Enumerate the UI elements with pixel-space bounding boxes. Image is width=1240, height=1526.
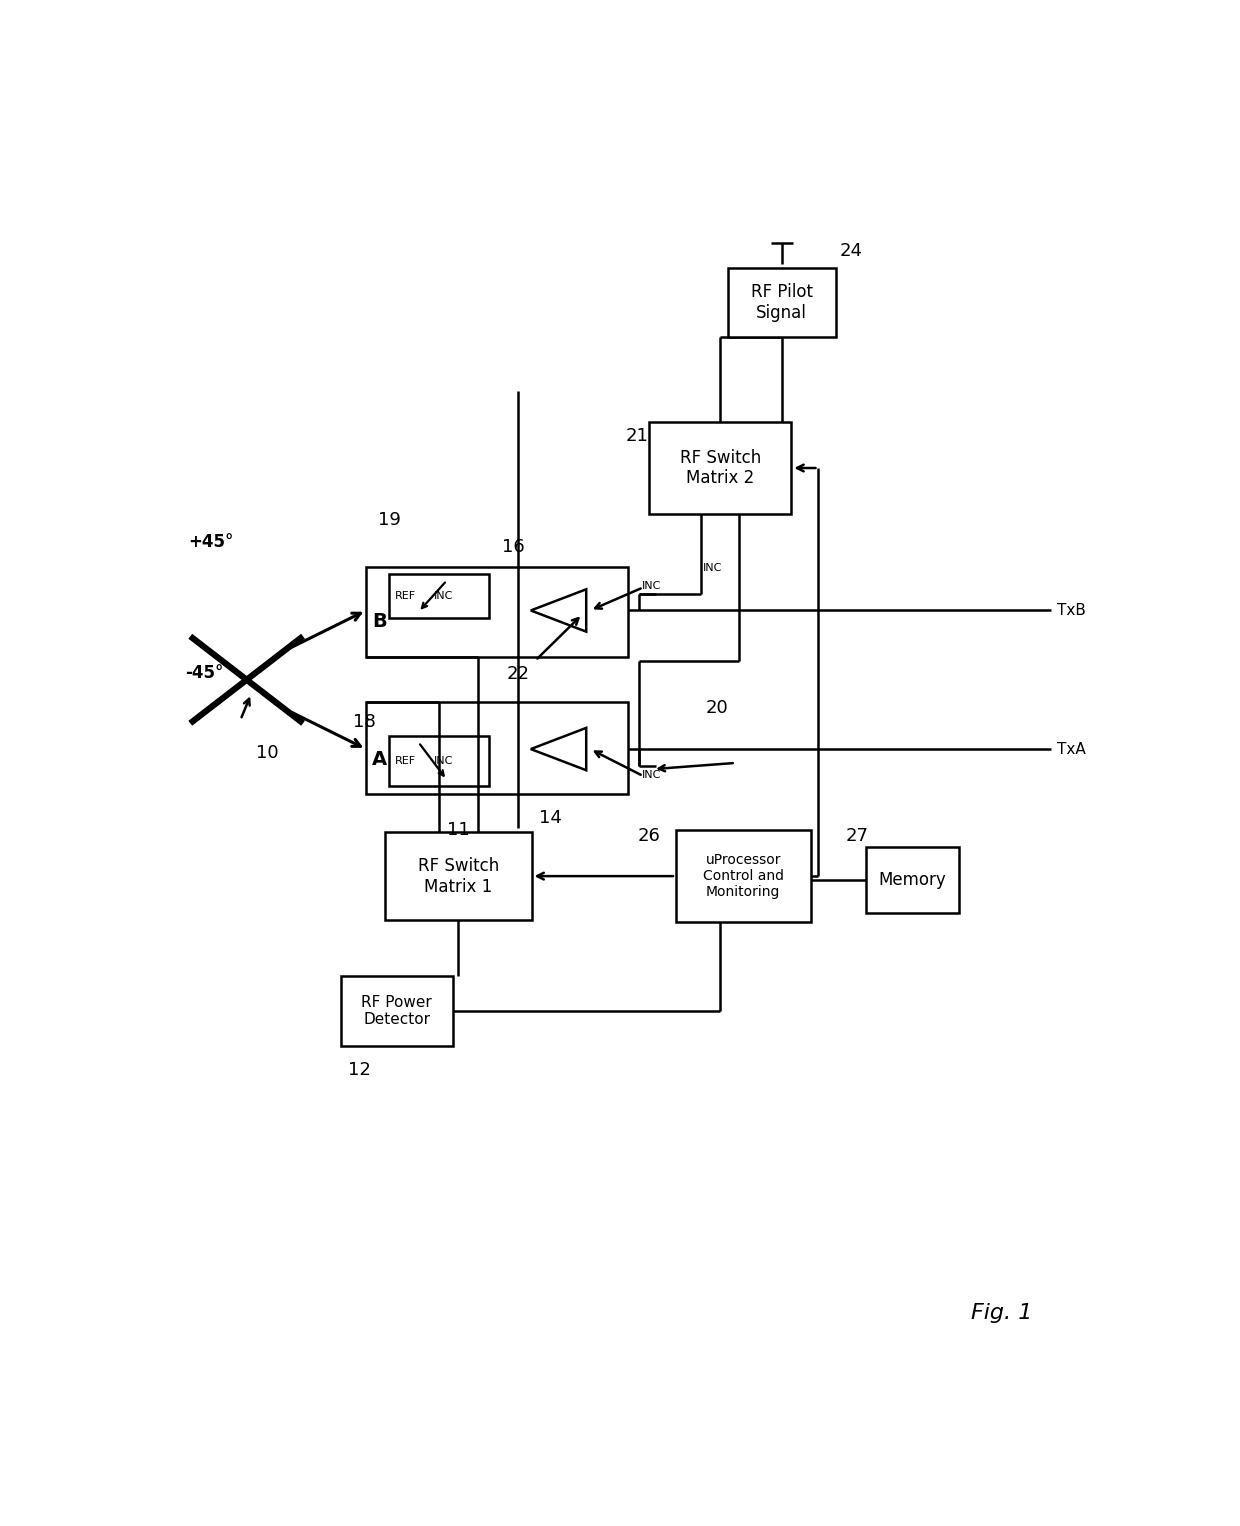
Bar [676,830,811,922]
Text: 12: 12 [348,1061,371,1079]
Text: 18: 18 [353,713,376,731]
Text: 20: 20 [706,699,728,717]
Text: INC: INC [434,591,453,601]
Text: Memory: Memory [879,871,946,890]
Text: 22: 22 [507,665,529,684]
Text: 27: 27 [846,827,869,845]
Bar [649,421,791,514]
Text: 10: 10 [257,743,279,761]
Text: +45°: +45° [187,533,233,551]
Bar [386,832,532,920]
Text: A: A [372,751,387,769]
Text: RF Switch
Matrix 1: RF Switch Matrix 1 [418,856,498,896]
Text: -45°: -45° [185,664,223,682]
Text: 24: 24 [839,243,863,259]
Bar [366,566,627,656]
Text: 14: 14 [539,809,562,827]
Text: INC: INC [641,581,661,591]
Bar [389,736,490,786]
Text: INC: INC [434,755,453,766]
Text: RF Power
Detector: RF Power Detector [361,995,433,1027]
Text: uProcessor
Control and
Monitoring: uProcessor Control and Monitoring [703,853,784,899]
Text: INC: INC [641,771,661,780]
Text: TxA: TxA [1058,742,1086,757]
Text: INC: INC [703,563,723,574]
Text: 19: 19 [378,511,401,530]
Text: 26: 26 [637,827,661,845]
Text: RF Pilot
Signal: RF Pilot Signal [750,282,812,322]
Bar [389,574,490,618]
Text: RF Switch
Matrix 2: RF Switch Matrix 2 [680,449,761,487]
Text: 21: 21 [626,427,649,444]
Bar [728,269,836,337]
Bar [867,847,959,913]
Text: TxB: TxB [1058,603,1086,618]
Text: REF: REF [396,591,417,601]
Bar [366,702,627,794]
Text: REF: REF [396,755,417,766]
Text: 16: 16 [502,537,526,555]
Text: Fig. 1: Fig. 1 [971,1303,1032,1323]
Text: 11: 11 [448,821,470,839]
Bar [341,977,453,1045]
Text: B: B [372,612,387,630]
